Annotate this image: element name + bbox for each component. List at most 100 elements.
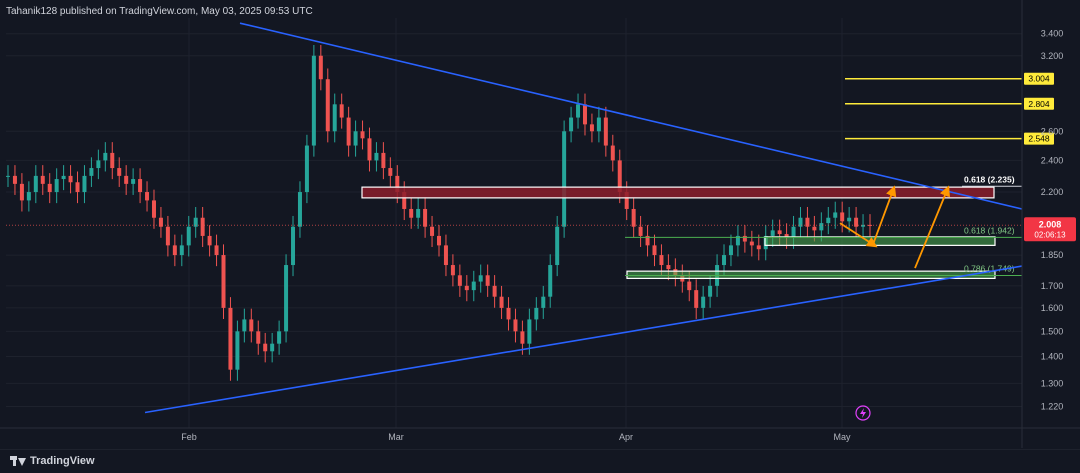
candle-body [242, 319, 247, 332]
candle-body [138, 179, 143, 193]
candle-body [548, 265, 553, 297]
candle-body [847, 217, 852, 222]
price-tick-label: 2.600 [1041, 126, 1064, 136]
candle-body [527, 319, 532, 344]
time-axis[interactable]: Feb Mar Apr May [0, 427, 1080, 442]
projection-arrow [872, 185, 897, 245]
candle-body [75, 182, 80, 193]
candle-body [346, 117, 351, 146]
time-tick-label: May [833, 432, 851, 442]
candle-body [96, 160, 101, 169]
target-level-label: 2.804 [1028, 99, 1050, 109]
candle-body [457, 275, 462, 286]
target-level-label: 2.548 [1028, 134, 1050, 144]
candle-body [520, 331, 525, 344]
candle-body [687, 281, 692, 291]
candle-body [443, 245, 448, 266]
candle-body [464, 285, 469, 291]
target-levels: 3.004 2.804 2.548 [845, 72, 1054, 145]
candle-body [562, 131, 567, 227]
price-tick-label: 1.850 [1041, 250, 1064, 260]
candle-body [207, 235, 212, 246]
candle-body [416, 208, 421, 218]
candle-body [124, 175, 129, 184]
candle-body [6, 175, 10, 177]
candle-body [103, 152, 108, 161]
candle-body [555, 226, 560, 266]
candle-body [33, 175, 38, 193]
candlestick-series [6, 45, 872, 381]
projection-arrow [839, 222, 878, 248]
candle-body [735, 235, 740, 246]
candle-body [840, 212, 845, 222]
tradingview-logo-icon [10, 456, 26, 466]
candle-body [534, 307, 539, 320]
resistance-zone [361, 186, 995, 199]
price-tick-label: 1.700 [1041, 281, 1064, 291]
candle-body [270, 343, 275, 352]
candle-body [325, 79, 330, 132]
candle-body [19, 183, 24, 201]
candle-body [423, 208, 428, 227]
fib-level-label: 0.618 (1.942) [964, 225, 1015, 235]
candle-body [805, 217, 810, 227]
candle-body [172, 245, 177, 256]
candle-body [158, 217, 163, 227]
candle-body [485, 275, 490, 286]
candle-body [861, 224, 866, 227]
candle-body [791, 226, 796, 238]
candle-body [297, 192, 302, 227]
candle-body [784, 234, 789, 238]
candle-body [193, 217, 198, 227]
price-tick-label: 1.600 [1041, 303, 1064, 313]
candle-body [471, 281, 476, 291]
tradingview-brand[interactable]: TradingView [10, 455, 95, 467]
target-level-label: 3.004 [1028, 74, 1050, 84]
candle-body [367, 138, 372, 161]
support-zone-lower [626, 270, 996, 280]
candle-body [666, 265, 671, 270]
candle-body [304, 145, 309, 193]
candle-body [82, 175, 87, 193]
candle-body [47, 183, 52, 193]
candle-body [610, 145, 615, 161]
candle-body [388, 168, 393, 176]
candle-body [541, 296, 546, 308]
candle-body [263, 343, 268, 352]
candle-body [117, 168, 122, 176]
candle-body [61, 175, 66, 180]
candle-body [249, 319, 254, 332]
support-zone-upper [764, 236, 996, 246]
fib-level-label: 0.618 (2.235) [964, 174, 1015, 184]
candle-body [833, 212, 838, 218]
price-tick-label: 1.500 [1041, 326, 1064, 336]
candle-body [311, 55, 316, 146]
candle-body [89, 168, 94, 176]
upper-trendline [239, 22, 1023, 210]
brand-label: TradingView [30, 455, 95, 467]
current-price-label: 2.008 [1039, 219, 1062, 229]
candle-body [652, 245, 657, 256]
candle-body [179, 245, 184, 256]
candle-body [798, 217, 803, 227]
candle-body [145, 192, 150, 201]
time-tick-label: Mar [388, 432, 404, 442]
candle-body [437, 235, 441, 246]
candle-body [770, 230, 775, 236]
candle-body [701, 296, 706, 308]
candle-body [812, 226, 817, 231]
price-axis[interactable]: 3.400 3.200 2.600 2.400 2.200 1.850 1.700 1.600… [6, 0, 1076, 448]
candle-body [430, 226, 435, 236]
candle-body [506, 307, 511, 320]
candle-body [353, 131, 358, 146]
candle-body [499, 296, 504, 308]
chart-annotations [855, 405, 871, 421]
candle-body [110, 152, 115, 169]
price-tick-label: 2.200 [1041, 187, 1064, 197]
candle-body [165, 226, 170, 246]
candle-body [277, 331, 282, 344]
candle-body [478, 275, 483, 282]
candle-body [756, 245, 761, 250]
candle-body [360, 131, 365, 139]
